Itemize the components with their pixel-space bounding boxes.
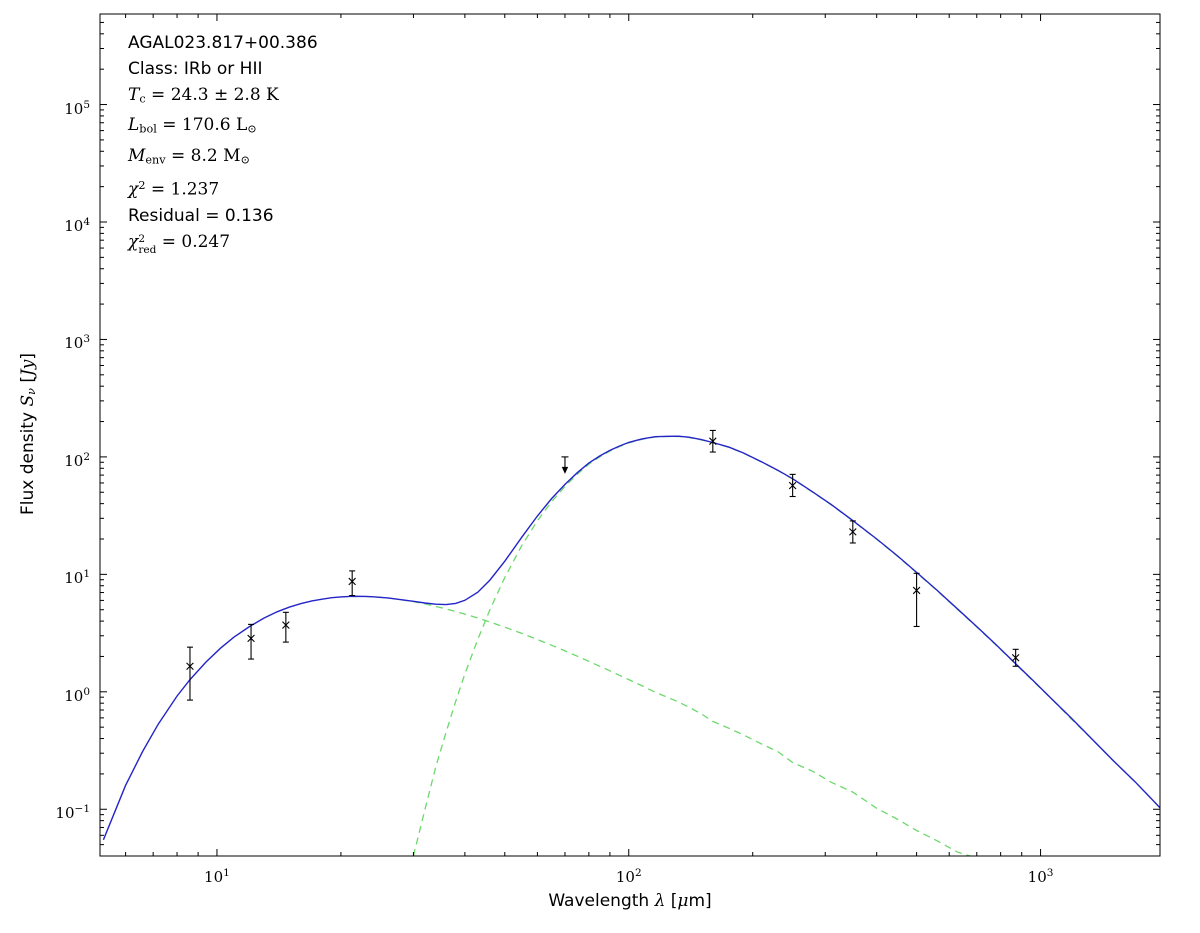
annotation-block: AGAL023.817+00.386 Class: IRb or HII Tc = … bbox=[128, 30, 318, 256]
warm-component-curve bbox=[340, 595, 973, 856]
data-point bbox=[849, 520, 857, 544]
axis-ticks bbox=[100, 14, 1160, 856]
data-point bbox=[186, 646, 194, 701]
data-points bbox=[186, 429, 1020, 701]
annotation-line: Tc = 24.3 ± 2.8 K bbox=[128, 85, 279, 106]
data-point bbox=[788, 473, 797, 498]
annotation-line: Menv = 8.2 M⊙ bbox=[128, 145, 250, 167]
annotation-line: χ 2 red = 0.247 bbox=[128, 231, 231, 257]
data-point bbox=[912, 572, 921, 628]
annotation-line: AGAL023.817+00.386 bbox=[128, 33, 318, 53]
y-axis-label: Flux density Sν [Jy] bbox=[17, 352, 39, 516]
annotation-line: Class: IRb or HII bbox=[128, 59, 263, 79]
data-point bbox=[282, 611, 290, 643]
x-axis-label: Wavelength λ [μm] bbox=[548, 891, 712, 911]
total-model-curve bbox=[102, 435, 1160, 841]
upper-limit-arrow bbox=[561, 456, 569, 474]
data-point bbox=[709, 429, 717, 453]
data-point bbox=[247, 623, 255, 660]
data-point bbox=[1011, 648, 1020, 667]
annotation-line: Lbol = 170.6 L⊙ bbox=[128, 115, 257, 136]
axes-frame bbox=[99, 13, 1161, 857]
annotation-line: Residual = 0.136 bbox=[128, 205, 274, 226]
annotation-line: χ2 = 1.237 bbox=[128, 179, 220, 200]
model-curves bbox=[102, 435, 1160, 856]
data-point bbox=[348, 570, 356, 597]
